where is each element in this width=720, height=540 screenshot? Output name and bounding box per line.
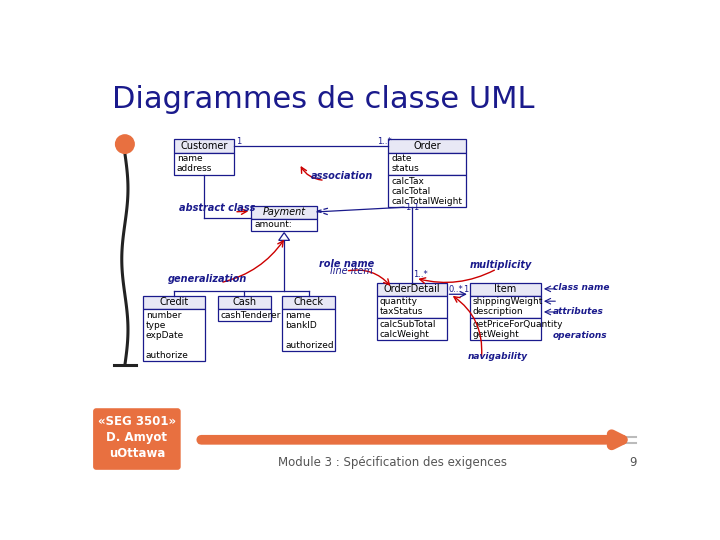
- Text: calcTax: calcTax: [392, 177, 424, 186]
- FancyBboxPatch shape: [251, 219, 317, 231]
- Text: line item: line item: [330, 266, 373, 276]
- Text: calcSubTotal: calcSubTotal: [380, 320, 436, 329]
- Text: amount:: amount:: [254, 220, 292, 230]
- Text: calcTotalWeight: calcTotalWeight: [392, 197, 462, 206]
- Text: Module 3 : Spécification des exigences: Module 3 : Spécification des exigences: [278, 456, 507, 469]
- FancyBboxPatch shape: [469, 318, 541, 340]
- FancyBboxPatch shape: [388, 175, 466, 207]
- Text: calcWeight: calcWeight: [380, 330, 430, 339]
- FancyBboxPatch shape: [469, 283, 541, 296]
- Text: navigability: navigability: [467, 352, 528, 361]
- Text: Cash: Cash: [232, 298, 256, 307]
- Text: cashTenderer: cashTenderer: [221, 310, 282, 320]
- Text: Check: Check: [294, 298, 323, 307]
- Text: attributes: attributes: [553, 307, 603, 315]
- Text: 1..*: 1..*: [377, 137, 392, 146]
- FancyBboxPatch shape: [218, 296, 271, 309]
- Text: bankID: bankID: [285, 321, 317, 329]
- Text: 1: 1: [413, 202, 418, 212]
- Text: association: association: [311, 171, 373, 181]
- Text: 1: 1: [235, 137, 241, 146]
- FancyBboxPatch shape: [282, 296, 335, 309]
- Text: 1: 1: [405, 204, 410, 212]
- Text: getWeight: getWeight: [473, 330, 520, 339]
- Text: number: number: [145, 310, 181, 320]
- Text: calcTotal: calcTotal: [392, 187, 431, 195]
- Text: authorized: authorized: [285, 341, 334, 349]
- Text: name: name: [285, 310, 311, 320]
- FancyBboxPatch shape: [377, 296, 446, 318]
- FancyBboxPatch shape: [174, 139, 234, 153]
- Text: shippingWeight: shippingWeight: [473, 298, 543, 307]
- Text: taxStatus: taxStatus: [380, 307, 423, 316]
- Text: Diagrammes de classe UML: Diagrammes de classe UML: [112, 85, 534, 114]
- Text: role name: role name: [319, 259, 374, 269]
- Polygon shape: [279, 233, 289, 240]
- FancyBboxPatch shape: [251, 206, 317, 219]
- Circle shape: [116, 135, 134, 153]
- Text: generalization: generalization: [168, 274, 247, 284]
- Text: Order: Order: [413, 141, 441, 151]
- Text: Credit: Credit: [159, 298, 189, 307]
- Text: type: type: [145, 321, 166, 329]
- Text: multiplicity: multiplicity: [469, 260, 532, 270]
- Text: OrderDetail: OrderDetail: [383, 284, 440, 294]
- FancyBboxPatch shape: [388, 139, 466, 153]
- FancyBboxPatch shape: [93, 408, 181, 470]
- Text: Item: Item: [494, 284, 516, 294]
- Text: D. Amyot: D. Amyot: [107, 431, 167, 444]
- Text: authorize: authorize: [145, 350, 189, 360]
- FancyBboxPatch shape: [218, 309, 271, 321]
- Text: description: description: [473, 307, 523, 316]
- Text: operations: operations: [553, 331, 607, 340]
- Text: Customer: Customer: [180, 141, 228, 151]
- Text: expDate: expDate: [145, 330, 184, 340]
- FancyBboxPatch shape: [377, 318, 446, 340]
- FancyBboxPatch shape: [282, 309, 335, 351]
- Text: class name: class name: [553, 284, 609, 293]
- FancyBboxPatch shape: [174, 153, 234, 175]
- Text: uOttawa: uOttawa: [109, 447, 165, 460]
- Text: 0..*: 0..*: [448, 285, 463, 294]
- FancyBboxPatch shape: [143, 309, 204, 361]
- Text: quantity: quantity: [380, 298, 418, 307]
- Text: date: date: [392, 154, 412, 163]
- Text: 9: 9: [629, 456, 636, 469]
- FancyBboxPatch shape: [469, 296, 541, 318]
- Text: 1: 1: [464, 285, 469, 294]
- Text: status: status: [392, 164, 419, 173]
- Text: name: name: [177, 154, 202, 163]
- Text: getPriceForQuantity: getPriceForQuantity: [473, 320, 563, 329]
- Text: «SEG 3501»: «SEG 3501»: [98, 415, 176, 428]
- Text: address: address: [177, 164, 212, 173]
- Text: 1..*: 1..*: [413, 269, 428, 279]
- FancyBboxPatch shape: [377, 283, 446, 296]
- FancyBboxPatch shape: [388, 153, 466, 175]
- FancyBboxPatch shape: [143, 296, 204, 309]
- Text: Payment: Payment: [263, 207, 306, 217]
- Text: abstract class: abstract class: [179, 203, 256, 213]
